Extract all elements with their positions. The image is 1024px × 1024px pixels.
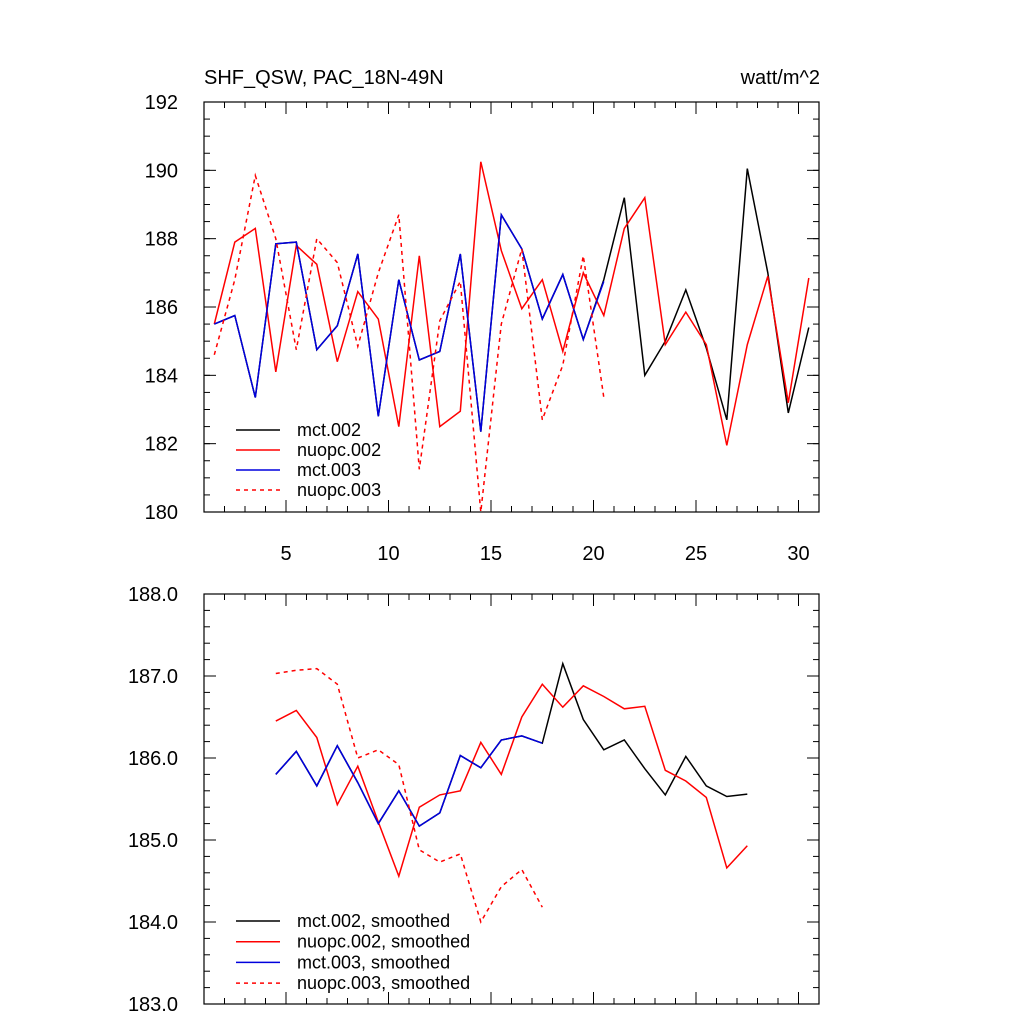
y-tick-label: 186 xyxy=(145,297,178,319)
y-tick-label: 192 xyxy=(145,92,178,114)
y-tick-label: 184.0 xyxy=(128,912,178,934)
legend-label: mct.002, smoothed xyxy=(297,911,450,931)
top-panel-frame xyxy=(203,101,820,513)
top-panel-series xyxy=(213,161,810,513)
series-line-nuopc-002-smoothed xyxy=(275,682,748,879)
bottom-panel: 183.0 184.0 185.0 186.0 187.0 188.0 mct.002, … xyxy=(128,584,820,1016)
series-line-mct-003-smoothed xyxy=(275,735,543,828)
legend-label: mct.003, smoothed xyxy=(297,952,450,972)
y-tick-label: 188 xyxy=(145,229,178,251)
y-tick-label: 183.0 xyxy=(128,994,178,1016)
legend-label: nuopc.003, smoothed xyxy=(297,973,470,993)
series-line-nuopc-003 xyxy=(213,172,605,513)
x-tick-label: 25 xyxy=(685,543,707,565)
bottom-panel-frame xyxy=(203,593,820,1005)
y-tick-label: 185.0 xyxy=(128,830,178,852)
series-line-nuopc-003-smoothed xyxy=(275,667,543,924)
y-tick-label: 187.0 xyxy=(128,666,178,688)
top-panel-ticks: 180 182 184 186 188 190 192 5 10 15 20 25 30 xyxy=(145,92,820,565)
legend-label: mct.003 xyxy=(297,460,361,480)
bottom-panel-ticks: 183.0 184.0 185.0 186.0 187.0 188.0 xyxy=(128,584,820,1016)
legend-label: nuopc.002, smoothed xyxy=(297,932,470,952)
y-tick-label: 182 xyxy=(145,434,178,456)
x-tick-label: 20 xyxy=(582,543,604,565)
top-panel-title: SHF_QSW, PAC_18N-49N xyxy=(204,67,444,89)
series-line-mct-002 xyxy=(214,168,810,432)
top-panel: SHF_QSW, PAC_18N-49N watt/m^2 1801821841… xyxy=(145,67,820,565)
x-tick-label: 5 xyxy=(280,543,291,565)
legend-label: nuopc.003 xyxy=(297,480,381,500)
y-tick-label: 186.0 xyxy=(128,748,178,770)
legend-label: nuopc.002 xyxy=(297,440,381,460)
y-tick-label: 190 xyxy=(145,160,178,182)
x-tick-label: 10 xyxy=(377,543,399,565)
x-tick-label: 15 xyxy=(480,543,502,565)
y-tick-label: 184 xyxy=(145,365,178,387)
x-tick-label: 30 xyxy=(787,543,809,565)
series-line-mct-003 xyxy=(214,212,605,432)
top-panel-units: watt/m^2 xyxy=(740,67,820,89)
bottom-panel-series xyxy=(275,661,748,924)
legend-label: mct.002 xyxy=(297,420,361,440)
series-line-nuopc-002 xyxy=(213,161,810,446)
y-tick-label: 180 xyxy=(145,502,178,524)
y-tick-label: 188.0 xyxy=(128,584,178,606)
